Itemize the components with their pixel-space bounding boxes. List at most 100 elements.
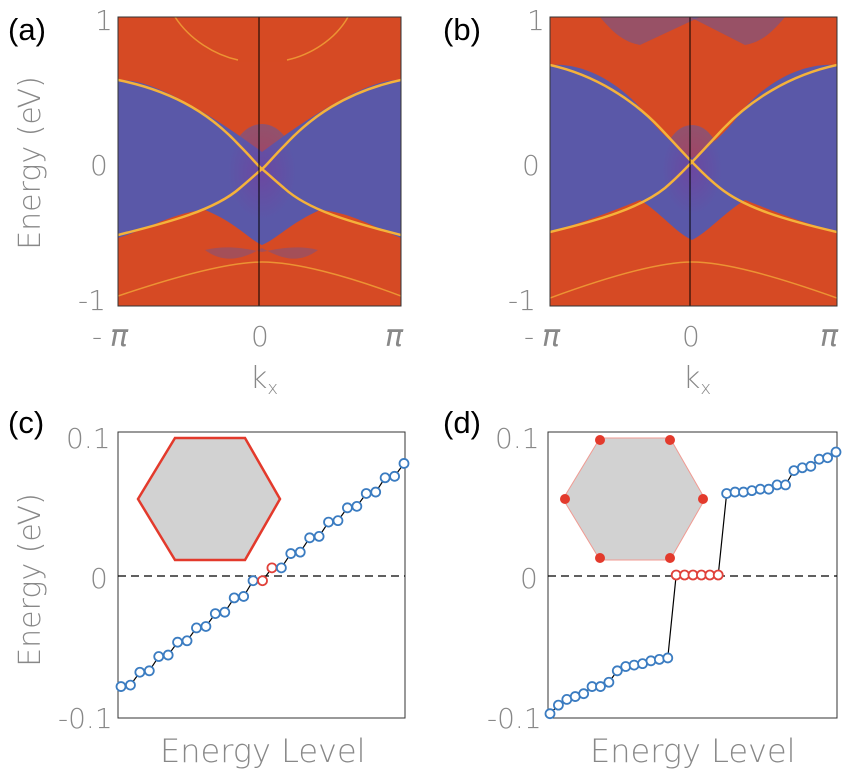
c-level-point [228, 592, 240, 604]
d-level-point [653, 653, 665, 665]
xtick-a-0: 0 [251, 320, 269, 353]
y-axis-label-a: Energy (eV) [13, 76, 48, 250]
d-level-point [780, 479, 791, 491]
ytick-b-m1: -1 [508, 284, 536, 317]
d-level-point [746, 485, 758, 497]
edge-state-b-2 [550, 63, 837, 234]
c-level-point [257, 575, 268, 587]
c-level-point [285, 548, 297, 559]
ytick-c-m01: -0.1 [58, 702, 113, 735]
c-level-point [247, 575, 259, 587]
c-level-point [294, 546, 306, 558]
c-level-point [125, 679, 136, 691]
ytick-a-0: 0 [90, 149, 108, 182]
c-level-point [266, 562, 278, 574]
xtick-a-negpi-sign: - [92, 320, 102, 353]
c-level-point [341, 502, 353, 514]
y-axis-label-c: Energy (eV) [13, 493, 48, 667]
ytick-c-p01: 0.1 [66, 422, 111, 455]
d-level-point [805, 460, 817, 472]
c-level-point [398, 458, 410, 469]
panel-b-label: (b) [443, 12, 481, 47]
c-level-point [153, 651, 165, 662]
c-level-point [360, 488, 372, 499]
x-axis-label-a: kx [250, 361, 278, 399]
ytick-a-1: 1 [95, 4, 113, 37]
x-axis-label-d: Energy Level [590, 732, 796, 770]
x-axis-label-b: kx [683, 361, 711, 399]
c-level-point [389, 470, 400, 482]
c-level-point [351, 500, 363, 512]
d-level-point [628, 659, 640, 671]
c-level-point [238, 591, 250, 602]
c-level-point [134, 666, 146, 678]
c-level-point [332, 515, 344, 527]
panel-c-label: (c) [8, 405, 44, 440]
d-level-point [544, 708, 556, 720]
lower-band-b [550, 200, 837, 306]
d-level-point [738, 486, 749, 498]
c-level-point [143, 665, 155, 677]
c-level-point [304, 532, 316, 544]
d-level-point [763, 483, 775, 495]
d-level-point [830, 446, 842, 458]
d-level-point [603, 676, 615, 688]
c-level-point [191, 622, 202, 634]
heatmap-b [550, 17, 837, 306]
d-level-point [595, 681, 606, 692]
d-level-point [822, 452, 833, 464]
ytick-d-p01: 0.1 [495, 422, 540, 455]
d-level-point [578, 688, 590, 700]
x-axis-label-a-k: k [250, 361, 267, 396]
panel-a-label: (a) [8, 12, 46, 47]
d-level-point [662, 652, 674, 664]
c-level-point [209, 608, 221, 620]
frame-b [549, 16, 838, 307]
ytick-b-1: 1 [527, 4, 545, 37]
d-level-point [721, 488, 733, 499]
d-level-point [813, 453, 825, 465]
x-axis-label-a-sub: x [267, 378, 278, 399]
c-level-point [172, 636, 184, 648]
xtick-b-negpi: π [542, 319, 561, 354]
xtick-a-pi: π [385, 319, 404, 354]
c-level-point [200, 621, 212, 632]
c-level-point [275, 562, 287, 574]
xtick-b-pi: π [820, 319, 839, 354]
ytick-d-0: 0 [520, 562, 538, 595]
series-c [115, 458, 410, 692]
ytick-b-0: 0 [522, 149, 540, 182]
x-axis-label-b-sub: x [700, 378, 711, 399]
c-level-point [162, 649, 174, 661]
xtick-b-0: 0 [682, 320, 700, 353]
c-level-point [323, 516, 334, 528]
upper-band-b [550, 17, 837, 158]
d-level-point [611, 665, 623, 677]
xtick-a-negpi: π [110, 319, 129, 354]
frame-a [117, 16, 402, 307]
ytick-c-0: 0 [90, 562, 108, 595]
series-d [544, 446, 842, 720]
panel-d-label: (d) [443, 405, 481, 440]
c-level-point [115, 681, 127, 692]
xtick-b-negpi-sign: - [524, 320, 534, 353]
c-level-point [181, 635, 193, 647]
d-level-point [620, 661, 632, 672]
d-level-point [712, 569, 724, 581]
d-level-point [645, 655, 657, 667]
x-axis-label-c: Energy Level [160, 732, 366, 770]
ytick-d-m01: -0.1 [487, 702, 542, 735]
inset-hexagon-c [136, 436, 282, 562]
inset-hexagon-d [560, 435, 708, 563]
x-axis-label-b-k: k [683, 361, 700, 396]
d-level-point [796, 462, 808, 474]
ytick-a-m1: -1 [78, 284, 106, 317]
c-level-point [313, 530, 325, 542]
c-level-point [219, 606, 231, 618]
c-level-point [370, 486, 382, 498]
d-level-point [553, 699, 564, 711]
heatmap-a [118, 17, 401, 306]
edge-state-a-2 [118, 78, 401, 237]
c-level-point [379, 472, 391, 484]
